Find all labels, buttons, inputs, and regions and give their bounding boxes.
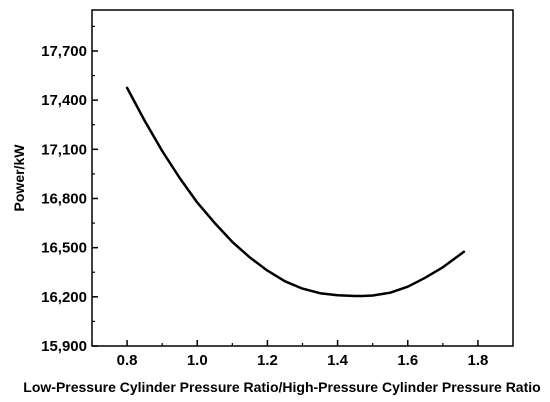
y-tick-label: 17,700: [41, 43, 87, 60]
series-layer: [125, 86, 466, 298]
x-axis-title: Low-Pressure Cylinder Pressure Ratio/Hig…: [23, 379, 540, 395]
x-tick-label: 1.8: [467, 352, 488, 369]
x-tick-label: 1.6: [397, 352, 418, 369]
y-tick-label: 17,400: [41, 92, 87, 109]
x-tick-label: 1.0: [187, 352, 208, 369]
x-tick-label: 0.8: [117, 352, 138, 369]
y-tick-label: 16,800: [41, 190, 87, 207]
x-axis-ticks: 0.8 1.0 1.2 1.4 1.6 1.8: [91, 340, 488, 369]
y-tick-label: 15,900: [41, 338, 87, 355]
y-axis-ticks: 15,900 16,200 16,500 16,800 17,100 17,400 17,7…: [41, 25, 98, 355]
y-axis-title: Power/kW: [11, 144, 27, 212]
y-tick-label: 16,500: [41, 240, 87, 257]
x-tick-label: 1.4: [327, 352, 349, 369]
x-tick-label: 1.2: [257, 352, 278, 369]
plot-frame: [91, 9, 514, 347]
y-tick-label: 16,200: [41, 289, 87, 306]
power-curve-line: [125, 86, 466, 298]
y-tick-label: 17,100: [41, 141, 87, 158]
